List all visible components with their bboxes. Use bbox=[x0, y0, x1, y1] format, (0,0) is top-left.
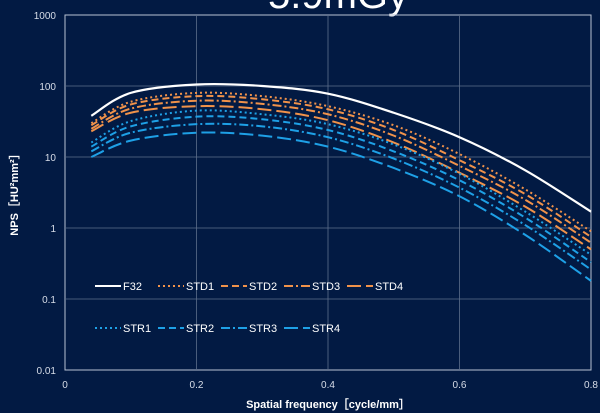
legend-label-str1: STR1 bbox=[123, 323, 151, 335]
y-tick-label: 0.01 bbox=[37, 366, 57, 377]
y-tick-label: 1 bbox=[50, 224, 56, 235]
legend: F32 STD1 STD2 STD3 STD4 STR1 STR2 STR3 STR4 bbox=[95, 281, 403, 335]
series-line-str2 bbox=[90, 115, 592, 264]
y-tick-label: 0.1 bbox=[42, 295, 56, 306]
x-tick-label: 0 bbox=[62, 380, 68, 391]
legend-label-str4: STR4 bbox=[312, 323, 340, 335]
legend-label-std3: STD3 bbox=[312, 281, 340, 293]
legend-label-str2: STR2 bbox=[186, 323, 214, 335]
series-lines bbox=[90, 82, 592, 282]
series-line-str1 bbox=[90, 109, 592, 256]
y-axis-label: NPS［HU²mm²］ bbox=[7, 148, 21, 235]
legend-label-f32: F32 bbox=[123, 281, 142, 293]
series-line-std3 bbox=[90, 99, 592, 244]
legend-label-str3: STR3 bbox=[249, 323, 277, 335]
legend-label-std2: STD2 bbox=[249, 281, 277, 293]
x-tick-labels: 0 0.2 0.4 0.6 0.8 bbox=[62, 380, 598, 391]
y-tick-label: 10 bbox=[45, 153, 57, 164]
x-tick-label: 0.6 bbox=[453, 380, 467, 391]
x-tick-label: 0.8 bbox=[584, 380, 598, 391]
series-line-std4 bbox=[90, 105, 592, 251]
x-tick-label: 0.4 bbox=[321, 380, 335, 391]
legend-label-std4: STD4 bbox=[375, 281, 403, 293]
chart-title: 5.9mGy bbox=[268, 0, 408, 17]
series-line-f32 bbox=[90, 82, 592, 213]
grid-lines bbox=[65, 15, 591, 370]
series-line-str4 bbox=[90, 131, 592, 282]
x-axis-label: Spatial frequency［cycle/mm］ bbox=[246, 397, 410, 411]
legend-label-std1: STD1 bbox=[186, 281, 214, 293]
y-tick-labels: 0.01 0.1 1 10 100 1000 bbox=[34, 11, 57, 377]
x-tick-label: 0.2 bbox=[190, 380, 204, 391]
series-line-str3 bbox=[90, 122, 592, 271]
y-tick-label: 1000 bbox=[34, 11, 57, 22]
series-line-std2 bbox=[90, 94, 592, 238]
y-tick-label: 100 bbox=[39, 82, 56, 93]
